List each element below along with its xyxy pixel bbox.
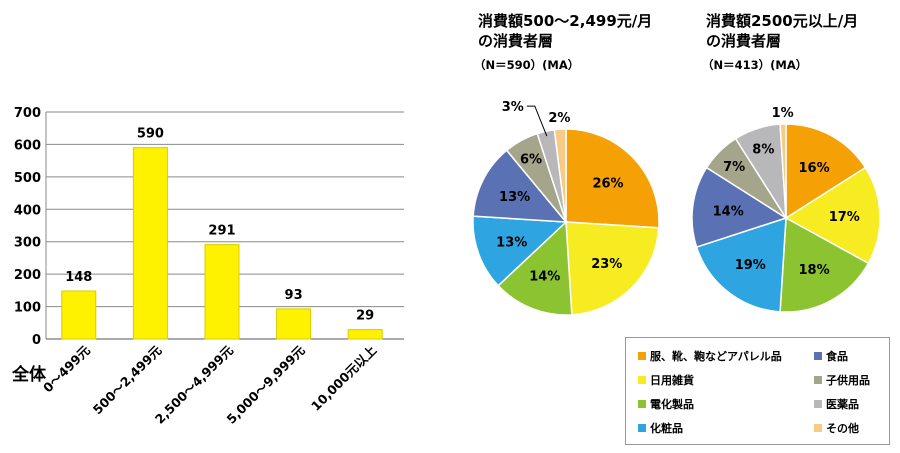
bar: [204, 244, 240, 340]
pie-slice: [695, 216, 787, 313]
pie2-title-line2: の消費者層: [706, 32, 782, 50]
x-tick-label: 0～499元: [40, 342, 93, 395]
legend-item-children-goods: 子供用品: [814, 372, 870, 388]
pie-slice: [785, 123, 867, 220]
pie-slice: [565, 128, 660, 229]
bar-data-label: 148: [65, 270, 92, 285]
legend-item-other: その他: [814, 420, 859, 436]
row-label-total: 全体: [11, 364, 47, 385]
legend-swatch: [814, 376, 822, 384]
legend-swatch: [638, 400, 646, 408]
pie-slice: [472, 149, 568, 223]
pie2-title-line1: 消費額2500元以上/月: [706, 12, 859, 30]
legend-label: 食品: [826, 350, 848, 363]
legend-item-electronics: 電化製品: [638, 396, 694, 412]
pie-data-label: 1%: [772, 106, 794, 121]
pie-slice: [472, 215, 568, 287]
pie-data-label: 2%: [548, 111, 570, 126]
pie-data-label: 14%: [529, 270, 560, 285]
bar: [61, 290, 97, 340]
y-tick-label: 100: [14, 301, 41, 316]
pie-slice: [553, 128, 567, 223]
y-tick-label: 400: [14, 203, 41, 218]
pie-slice: [784, 166, 881, 265]
y-tick-label: 0: [32, 333, 41, 348]
legend-label: 化粧品: [650, 422, 683, 435]
pie-chart-500-2499: 26% 23% 14% 13% 13% 6% 3% 2%: [472, 100, 660, 316]
pie-data-label: 18%: [799, 263, 830, 278]
x-tick-label: 500～2,499元: [90, 342, 165, 417]
pie-data-label: 14%: [713, 205, 744, 220]
x-tick-label: 5,000～9,999元: [224, 342, 309, 427]
y-tick-label: 300: [14, 236, 41, 251]
legend-label: 子供用品: [826, 374, 870, 387]
pie2-subtitle: （N＝413）(MA）: [702, 58, 808, 72]
bar: [132, 147, 168, 340]
legend-label: 服、靴、鞄などアパレル品: [650, 350, 782, 363]
pie-data-label: 6%: [520, 152, 542, 167]
pie-slice: [565, 221, 660, 316]
pie-data-label: 3%: [502, 100, 524, 115]
pie-data-label: 13%: [496, 236, 527, 251]
pie-data-label: 19%: [735, 258, 766, 273]
pie-data-label: 16%: [799, 161, 830, 176]
pie-data-label: 7%: [723, 160, 745, 175]
y-tick-label: 600: [14, 138, 41, 153]
legend-item-food: 食品: [814, 348, 848, 364]
pie-slice: [779, 216, 870, 313]
pie-slice: [497, 220, 573, 316]
pie1-title-line2: の消費者層: [478, 32, 554, 50]
bar-chart: 0 100 200 300 400 500 600 700 148 0～499元 590 500～2,…: [14, 106, 404, 427]
legend-swatch: [638, 424, 646, 432]
legend-label: 電化製品: [650, 398, 694, 411]
legend-item-cosmetics: 化粧品: [638, 420, 683, 436]
legend-item-medicine: 医薬品: [814, 396, 859, 412]
pie-data-label: 13%: [499, 190, 530, 205]
y-tick-label: 700: [14, 106, 41, 121]
pie-chart-2500-plus: 16% 17% 18% 19% 14% 7% 8% 1%: [691, 106, 881, 313]
pie-slice: [691, 166, 788, 248]
legend-swatch: [638, 376, 646, 384]
pie1-title-line1: 消費額500～2,499元/月: [478, 12, 653, 30]
bar-data-label: 590: [137, 127, 164, 142]
y-tick-label: 200: [14, 268, 41, 283]
pie-slice: [779, 123, 787, 219]
legend-item-daily-goods: 日用雑貨: [638, 372, 694, 388]
legend-item-apparel: 服、靴、鞄などアパレル品: [638, 348, 782, 364]
bar-data-label: 29: [356, 309, 374, 324]
y-tick-label: 500: [14, 171, 41, 186]
bar-data-label: 291: [208, 224, 235, 239]
pie1-subtitle: （N＝590）(MA）: [474, 58, 580, 72]
legend-label: 日用雑貨: [650, 374, 694, 387]
pie-data-label: 17%: [829, 210, 860, 225]
x-tick-label: 10,000元以上: [308, 342, 380, 414]
pie-data-label: 23%: [591, 257, 622, 272]
bar-data-label: 93: [285, 288, 303, 303]
bar: [276, 308, 312, 340]
x-tick-label: 2,500～4,999元: [152, 342, 237, 427]
bar: [347, 329, 383, 340]
pie-data-label: 8%: [752, 142, 774, 157]
pie-leader-line: [526, 105, 548, 137]
legend-label: その他: [826, 422, 859, 435]
legend-swatch: [814, 352, 822, 360]
legend-swatch: [814, 400, 822, 408]
legend: 服、靴、鞄などアパレル品 食品 日用雑貨 子供用品 電化製品 医薬品 化粧品 そ…: [625, 337, 890, 445]
pie-data-label: 26%: [592, 177, 623, 192]
legend-label: 医薬品: [826, 398, 859, 411]
legend-swatch: [638, 352, 646, 360]
legend-swatch: [814, 424, 822, 432]
